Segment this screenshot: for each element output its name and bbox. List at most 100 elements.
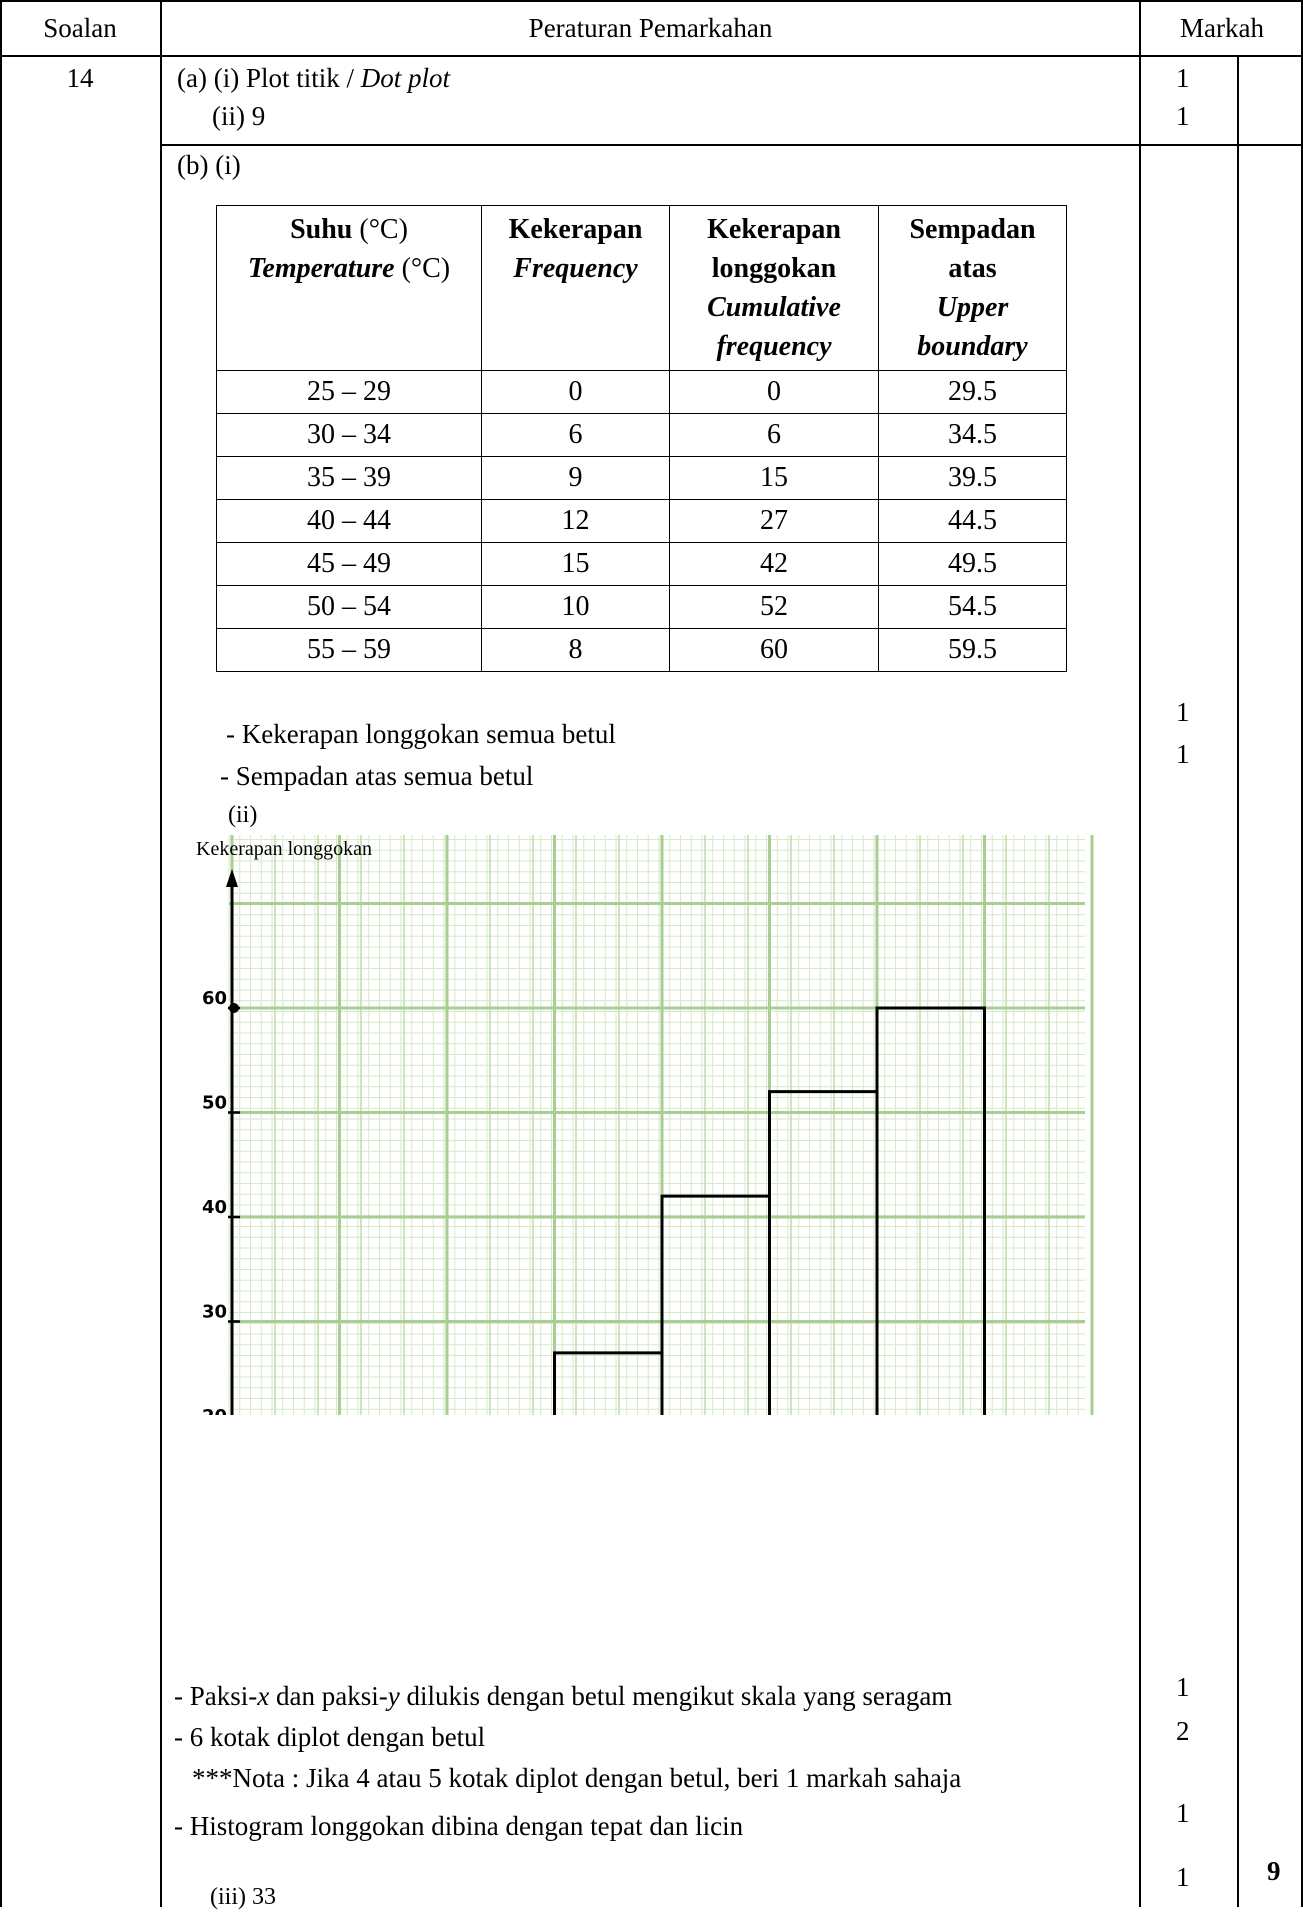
cell-cumulative: 15 <box>669 456 879 500</box>
mark-b-ii-1: 1 <box>1176 1672 1190 1702</box>
cell-class: 50 – 54 <box>216 585 482 629</box>
criterion-axes-2: dan paksi- <box>269 1681 388 1711</box>
cell-frequency: 8 <box>481 628 670 672</box>
y-tick-label: 50 <box>202 1093 227 1114</box>
table-header-row: Suhu (°C) Temperature (°C) Kekerapan Fre… <box>216 205 1067 371</box>
cell-frequency: 10 <box>481 585 670 629</box>
table-row: 35 – 39 9 15 39.5 <box>216 456 1067 500</box>
criterion-axes: - Paksi-x dan paksi-y dilukis dengan bet… <box>174 1681 952 1712</box>
column-divider-1 <box>160 0 162 1907</box>
cell-upper-boundary: 34.5 <box>878 413 1067 457</box>
header-cumulative-ms1: Kekerapan <box>707 214 841 245</box>
header-temperature-ms: Suhu <box>290 214 353 245</box>
cell-class: 30 – 34 <box>216 413 482 457</box>
cell-upper-boundary: 29.5 <box>878 370 1067 414</box>
mark-a-ii: 1 <box>1176 101 1190 131</box>
header-question: Soalan <box>43 13 117 43</box>
header-cumulative-en2: frequency <box>716 331 832 362</box>
cell-class: 35 – 39 <box>216 456 482 500</box>
part-a-i: (a) (i) Plot titik / Dot plot <box>177 63 450 94</box>
cell-class: 25 – 29 <box>216 370 482 414</box>
mark-b-i-1: 1 <box>1176 697 1190 727</box>
criterion-cumulative-correct: - Kekerapan longgokan semua betul <box>226 719 616 749</box>
histogram-bar <box>660 1194 771 1415</box>
cell-upper-boundary: 39.5 <box>878 456 1067 500</box>
mark-b-ii-2: 2 <box>1176 1716 1190 1746</box>
mark-b-iii: 1 <box>1176 1862 1190 1892</box>
cumulative-histogram: 102030405060Kekerapan longgokan029.534.5… <box>196 835 1094 1415</box>
table-row: 50 – 54 10 52 54.5 <box>216 585 1067 629</box>
histogram-bar <box>875 1006 986 1415</box>
criterion-histogram-smooth: - Histogram longgokan dibina dengan tepa… <box>174 1811 744 1841</box>
cell-frequency: 12 <box>481 499 670 543</box>
part-a-ii: (ii) 9 <box>212 101 266 131</box>
header-frequency: Kekerapan Frequency <box>481 205 670 371</box>
header-temperature-en-unit: (°C) <box>394 253 451 284</box>
question-number: 14 <box>66 63 94 93</box>
cell-frequency: 6 <box>481 413 670 457</box>
header-upper-ms1: Sempadan <box>909 214 1036 245</box>
y-axis-label: Kekerapan longgokan <box>196 838 372 860</box>
header-cumulative-en1: Cumulative <box>707 292 841 323</box>
y-tick-label: 60 <box>202 988 227 1009</box>
criterion-axes-3: dilukis dengan betul mengikut skala yang… <box>399 1681 953 1711</box>
y-tick-label: 40 <box>202 1197 227 1218</box>
header-temperature-en: Temperature <box>247 253 395 284</box>
table-row: 55 – 59 8 60 59.5 <box>216 628 1067 672</box>
y-tick-label: 30 <box>202 1302 227 1323</box>
header-upper-en1: Upper <box>936 292 1009 323</box>
cell-upper-boundary: 44.5 <box>878 499 1067 543</box>
part-b-ii-label: (ii) <box>228 802 258 828</box>
y-axis-arrow <box>226 869 238 887</box>
header-upper-en2: boundary <box>917 331 1028 362</box>
part-b-label: (b) (i) <box>177 150 241 180</box>
header-cumulative-ms2: longgokan <box>711 253 837 284</box>
column-divider-3 <box>1237 57 1239 1907</box>
mark-b-i-2: 1 <box>1176 739 1190 769</box>
cell-upper-boundary: 49.5 <box>878 542 1067 586</box>
table-row: 25 – 29 0 0 29.5 <box>216 370 1067 414</box>
frequency-table: Suhu (°C) Temperature (°C) Kekerapan Fre… <box>216 205 1067 672</box>
total-marks: 9 <box>1267 1856 1281 1886</box>
cell-cumulative: 52 <box>669 585 879 629</box>
table-border-left <box>0 0 2 1907</box>
cell-cumulative: 60 <box>669 628 879 672</box>
cell-cumulative: 6 <box>669 413 879 457</box>
mark-b-ii-3: 1 <box>1176 1798 1190 1828</box>
mark-a-i: 1 <box>1176 63 1190 93</box>
cell-cumulative: 27 <box>669 499 879 543</box>
header-frequency-ms: Kekerapan <box>508 214 643 245</box>
header-marks: Markah <box>1180 13 1264 43</box>
header-row-divider <box>0 55 1303 57</box>
criterion-upper-boundary-correct: - Sempadan atas semua betul <box>220 761 534 791</box>
header-upper-boundary: Sempadan atas Upper boundary <box>878 205 1067 371</box>
cell-cumulative: 0 <box>669 370 879 414</box>
header-upper-ms2: atas <box>948 253 997 284</box>
cell-frequency: 0 <box>481 370 670 414</box>
cell-frequency: 9 <box>481 456 670 500</box>
row-divider-ab <box>160 144 1303 146</box>
header-marking-rules: Peraturan Pemarkahan <box>528 13 773 43</box>
cell-cumulative: 42 <box>669 542 879 586</box>
y-tick-dot <box>229 1003 239 1013</box>
table-row: 30 – 34 6 6 34.5 <box>216 413 1067 457</box>
cell-upper-boundary: 54.5 <box>878 585 1067 629</box>
criterion-axes-1: - Paksi- <box>174 1681 258 1711</box>
cell-frequency: 15 <box>481 542 670 586</box>
y-tick-label: 20 <box>202 1406 227 1415</box>
part-a-i-text: (a) (i) Plot titik / <box>177 63 361 93</box>
criterion-axes-x: x <box>257 1681 270 1711</box>
histogram-bar <box>553 1351 664 1415</box>
header-temperature: Suhu (°C) Temperature (°C) <box>216 205 482 371</box>
part-b-iii: (iii) 33 <box>210 1884 276 1910</box>
criterion-note: ***Nota : Jika 4 atau 5 kotak diplot den… <box>192 1763 962 1793</box>
cell-class: 45 – 49 <box>216 542 482 586</box>
column-divider-2 <box>1139 0 1141 1907</box>
table-row: 40 – 44 12 27 44.5 <box>216 499 1067 543</box>
part-a-i-italic: Dot plot <box>360 63 450 93</box>
cell-class: 40 – 44 <box>216 499 482 543</box>
table-border-right <box>1301 0 1303 1907</box>
header-frequency-en: Frequency <box>513 253 638 284</box>
criterion-six-boxes: - 6 kotak diplot dengan betul <box>174 1722 486 1752</box>
